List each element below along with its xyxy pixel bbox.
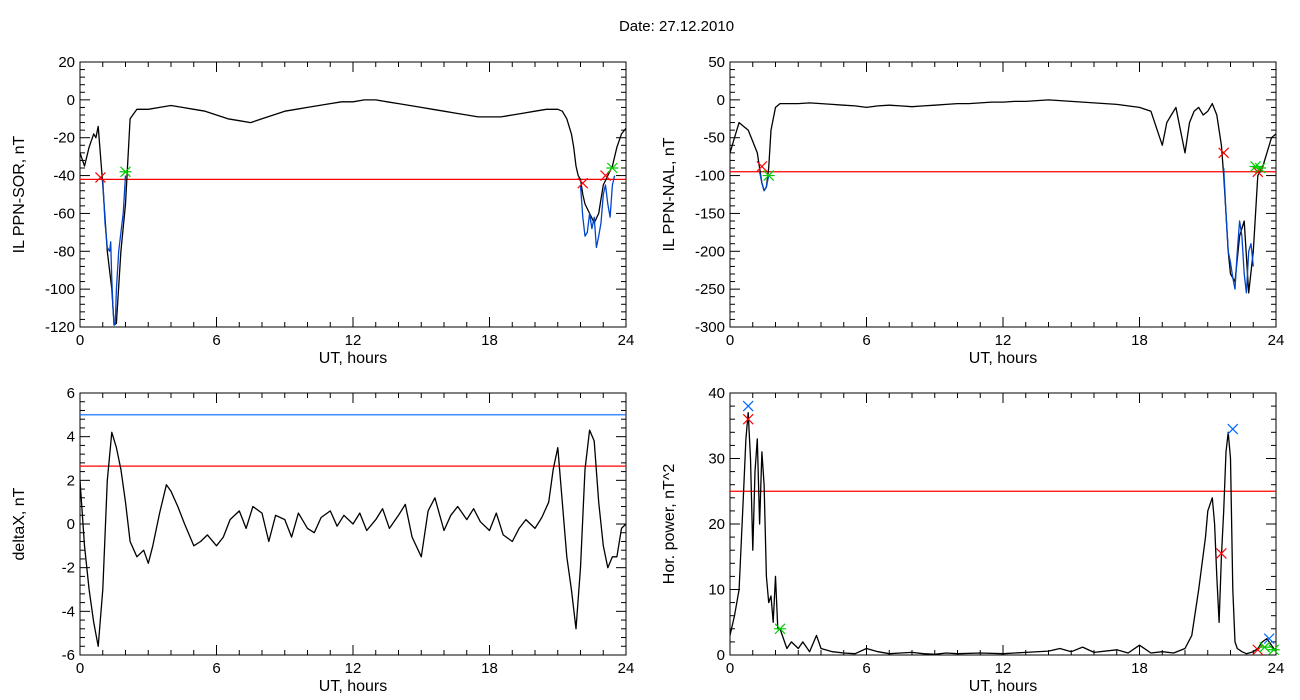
y-tick-label-nal-1: -250 [695,281,725,298]
x-tick-label-deltax-0: 0 [76,660,84,677]
x-tick-label-power-4: 24 [1268,660,1285,677]
x-tick-label-nal-1: 6 [862,332,870,349]
series-line-sor-2 [579,175,616,249]
y-tick-label-power-2: 20 [708,516,725,533]
series-line-nal-1 [758,171,770,192]
y-axis-label-nal: IL PPN-NAL, nT [661,137,678,251]
marker-power-1 [742,400,754,412]
marker-power-5 [1263,633,1275,645]
y-tick-label-nal-6: 0 [717,92,725,109]
y-tick-label-deltax-2: -2 [62,560,75,577]
x-tick-label-nal-0: 0 [726,332,734,349]
y-axis-label-sor: IL PPN-SOR, nT [11,135,28,253]
y-tick-label-deltax-0: -6 [62,647,75,664]
x-tick-label-power-3: 18 [1131,660,1148,677]
marker-nal-3 [762,170,775,181]
plot-area-nal [730,99,1276,294]
y-tick-label-nal-4: -100 [695,168,725,185]
panel-nal: 0 6 12 18 24 -300 -250 -200 -150 -100 -50 0 50 UT, ho… [661,54,1284,367]
y-tick-label-sor-7: 20 [58,54,75,71]
marker-nal-1 [1218,147,1230,159]
marker-power-4 [1252,644,1264,656]
y-tick-label-sor-4: -40 [53,168,75,185]
x-tick-label-power-2: 12 [995,660,1012,677]
y-tick-label-sor-5: -20 [53,130,75,147]
x-tick-label-sor-4: 24 [618,332,635,349]
x-tick-label-sor-1: 6 [212,332,220,349]
y-axis-label-power: Hor. power, nT^2 [661,464,678,585]
series-line-nal-2 [1223,167,1254,294]
x-axis-label-power: UT, hours [969,678,1037,695]
y-tick-label-sor-3: -60 [53,205,75,222]
x-tick-label-deltax-1: 6 [212,660,220,677]
x-tick-label-deltax-4: 24 [618,660,635,677]
series-line-power-0 [730,411,1276,655]
marker-power-0 [742,413,754,425]
marker-sor-4 [606,162,619,174]
y-tick-label-nal-7: 50 [708,54,725,71]
x-axis-label-nal: UT, hours [969,350,1037,367]
y-tick-label-power-0: 0 [717,647,725,664]
marker-power-2 [1215,548,1227,559]
x-tick-label-power-1: 6 [862,660,870,677]
plot-frame-power [729,392,1277,656]
y-axis-label-deltax: deltaX, nT [11,487,28,560]
x-tick-label-sor-2: 12 [345,332,362,349]
marker-power-7 [1258,641,1271,653]
series-line-deltax-0 [80,429,626,647]
x-axis-label-sor: UT, hours [319,350,387,367]
plot-area-power [730,411,1276,655]
y-tick-label-power-3: 30 [708,451,725,468]
x-tick-label-nal-2: 12 [995,332,1012,349]
marker-power-6 [774,623,787,635]
y-tick-label-sor-2: -80 [53,243,75,260]
y-tick-label-deltax-4: 2 [67,472,75,489]
series-line-nal-0 [730,99,1276,294]
y-tick-label-sor-0: -120 [45,319,75,336]
x-tick-label-nal-3: 18 [1131,332,1148,349]
x-tick-label-nal-4: 24 [1268,332,1285,349]
y-tick-label-deltax-1: -4 [62,603,75,620]
y-tick-label-nal-5: -50 [703,130,725,147]
x-tick-label-deltax-3: 18 [481,660,498,677]
series-line-sor-0 [80,99,626,326]
x-tick-label-sor-0: 0 [76,332,84,349]
y-tick-label-power-4: 40 [708,385,725,402]
marker-power-3 [1227,423,1239,435]
marker-nal-5 [1254,162,1267,174]
y-tick-label-sor-1: -100 [45,281,75,298]
plot-area-sor [80,99,626,326]
y-tick-label-power-1: 10 [708,582,725,599]
marker-sor-1 [577,177,589,189]
y-tick-label-deltax-6: 6 [67,385,75,402]
marker-sor-3 [119,166,132,178]
x-tick-label-deltax-2: 12 [345,660,362,677]
y-tick-label-nal-0: -300 [695,319,725,336]
y-tick-label-deltax-5: 4 [67,429,75,446]
plot-area-deltax [80,414,626,647]
y-tick-label-nal-2: -200 [695,243,725,260]
marker-nal-0 [756,161,768,172]
marker-power-8 [1267,644,1280,656]
panel-sor: 0 6 12 18 24 -120 -100 -80 -60 -40 -20 0 20 UT, hours… [11,54,634,367]
y-tick-label-deltax-3: 0 [67,516,75,533]
x-axis-label-deltax: UT, hours [319,678,387,695]
x-tick-label-sor-3: 18 [481,332,498,349]
figure-title: Date: 27.12.2010 [618,18,735,35]
x-tick-label-power-0: 0 [726,660,734,677]
panel-power: 0 6 12 18 24 0 10 20 30 40 UT, hours Hor. power, nT… [661,385,1284,695]
marker-sor-0 [95,172,106,183]
series-line-sor-1 [102,175,127,326]
y-tick-label-nal-3: -150 [695,205,725,222]
y-tick-label-sor-6: 0 [67,92,75,109]
